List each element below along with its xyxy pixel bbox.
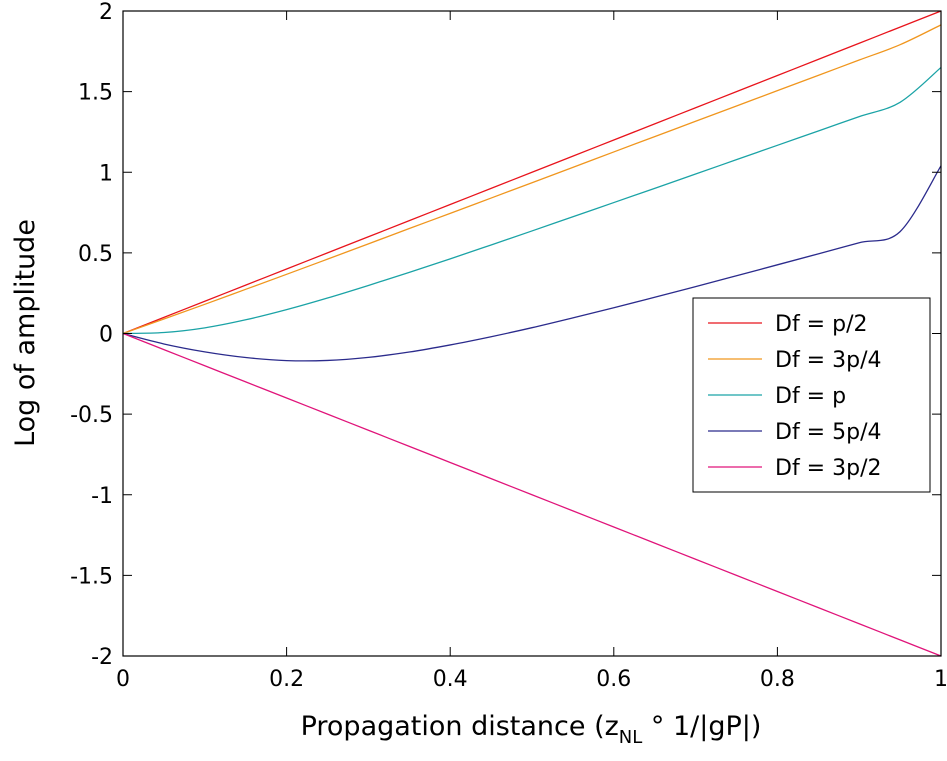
legend-label-4: Df = 5p/4 bbox=[775, 420, 881, 445]
x-axis-label-main: Propagation distance (z bbox=[301, 711, 619, 742]
y-tick-label: 0.5 bbox=[78, 242, 113, 267]
x-tick-label: 0.8 bbox=[760, 667, 795, 692]
series-layer bbox=[122, 10, 942, 657]
series-line-1 bbox=[122, 10, 942, 335]
x-axis-label-subscript: NL bbox=[619, 727, 643, 748]
y-axis-label: Log of amplitude bbox=[10, 219, 41, 447]
series-line-2 bbox=[122, 24, 942, 335]
series-line-5 bbox=[122, 332, 942, 657]
y-tick-label: 0 bbox=[99, 323, 113, 348]
y-tick-label: 1 bbox=[99, 161, 113, 186]
legend-label-5: Df = 3p/2 bbox=[775, 456, 881, 481]
y-axis-ticks: -2 -1.5 -1 -0.5 0 0.5 1 1.5 2 bbox=[70, 0, 941, 670]
y-tick-label: -2 bbox=[91, 645, 113, 670]
y-tick-label: -1.5 bbox=[70, 564, 113, 589]
legend: Df = p/2 Df = 3p/4 Df = p Df = 5p/4 Df = 3p/… bbox=[692, 297, 931, 493]
series-line-4 bbox=[122, 165, 942, 362]
x-tick-label: 1 bbox=[934, 667, 947, 692]
y-tick-label: 2 bbox=[99, 0, 113, 25]
x-tick-label: 0.2 bbox=[269, 667, 304, 692]
x-axis-label-tail: ° 1/|gP|) bbox=[642, 711, 761, 742]
y-tick-label: -1 bbox=[91, 484, 113, 509]
y-tick-label: 1.5 bbox=[78, 81, 113, 106]
series-line-3 bbox=[122, 66, 942, 335]
x-axis-ticks: 0 0.2 0.4 0.6 0.8 1 bbox=[116, 11, 947, 692]
legend-label-1: Df = p/2 bbox=[775, 312, 867, 337]
y-tick-label: -0.5 bbox=[70, 403, 113, 428]
legend-label-3: Df = p bbox=[775, 384, 846, 409]
x-tick-label: 0.4 bbox=[433, 667, 468, 692]
x-axis-label: Propagation distance (zNL ° 1/|gP|) bbox=[301, 711, 762, 748]
x-tick-label: 0 bbox=[116, 667, 130, 692]
legend-label-2: Df = 3p/4 bbox=[775, 348, 881, 373]
x-tick-label: 0.6 bbox=[596, 667, 631, 692]
